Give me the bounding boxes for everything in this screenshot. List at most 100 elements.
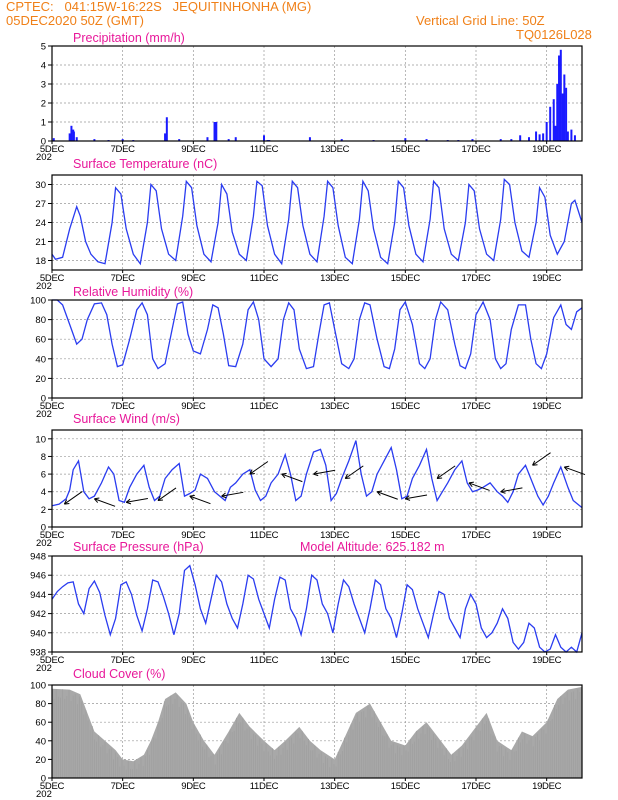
precip-bar <box>70 125 73 141</box>
panel-title: Surface Wind (m/s) <box>73 412 180 426</box>
precip-bar <box>535 131 538 141</box>
wind-arrow-head <box>468 482 473 487</box>
x-tick-label: 17DEC <box>461 530 491 541</box>
wind-arrow <box>344 465 364 479</box>
precip-bar <box>554 125 557 141</box>
y-tick-label: 100 <box>30 296 46 307</box>
precip-bar <box>471 139 474 141</box>
precip-bar <box>425 139 428 141</box>
precip-bar <box>563 74 566 141</box>
y-tick-label: 2 <box>41 505 46 516</box>
precip-bar <box>206 137 209 141</box>
precip-bar <box>545 122 548 141</box>
wind-arrow-head <box>345 477 351 479</box>
wind-arrow <box>221 491 244 497</box>
panel-frame <box>51 174 583 271</box>
x-tick-label: 17DEC <box>461 655 491 666</box>
wind-arrow <box>468 482 490 491</box>
x-tick-label: 5DEC <box>40 530 65 541</box>
y-tick-label: 24 <box>35 218 46 229</box>
y-tick-label: 20 <box>35 755 46 766</box>
wind-arrow <box>405 494 428 500</box>
precip-bar <box>558 55 561 141</box>
year-label: 202 <box>36 538 52 549</box>
panel-title: Precipitation (mm/h) <box>73 31 185 45</box>
year-label: 202 <box>36 663 52 674</box>
precip-bar <box>234 137 237 141</box>
x-tick-label: 9DEC <box>181 530 206 541</box>
wind-arrow-head <box>94 497 100 500</box>
panel-title: Surface Pressure (hPa) <box>73 540 204 554</box>
wind-arrow <box>126 497 148 503</box>
x-tick-label: 17DEC <box>461 401 491 412</box>
wind-arrow <box>189 495 211 505</box>
precip-bar <box>75 137 78 141</box>
x-tick-label: 15DEC <box>391 401 421 412</box>
x-tick-label: 15DEC <box>391 273 421 284</box>
wind-arrow <box>157 487 177 501</box>
panel-frame <box>51 45 583 142</box>
precip-bar <box>542 133 545 141</box>
wind-arrow-head <box>405 498 411 501</box>
precip-bar <box>404 138 407 141</box>
series-line <box>51 564 583 654</box>
panel-title: Surface Temperature (nC) <box>73 157 217 171</box>
precip-bar <box>570 129 573 141</box>
x-tick-label: 9DEC <box>181 273 206 284</box>
header-line2-right: Vertical Grid Line: 50Z <box>416 13 545 28</box>
wind-arrow <box>281 473 303 483</box>
y-tick-label: 3 <box>41 80 46 91</box>
wind-arrow-head <box>532 464 538 466</box>
x-tick-label: 5DEC <box>40 401 65 412</box>
x-tick-label: 11DEC <box>250 273 279 284</box>
wind-arrow-head <box>64 503 70 505</box>
wind-arrow-head <box>564 465 570 468</box>
y-tick-label: 27 <box>35 199 46 210</box>
wind-arrow <box>376 491 398 500</box>
x-tick-label: 13DEC <box>320 530 350 541</box>
year-label: 202 <box>36 789 52 800</box>
y-tick-label: 6 <box>41 470 46 481</box>
wind-arrow-head <box>405 495 410 500</box>
wind-arrow <box>500 487 523 493</box>
wind-arrow-head <box>344 473 348 479</box>
wind-arrow-head <box>189 494 195 497</box>
wind-arrow <box>532 452 551 466</box>
precip-bar <box>559 49 562 141</box>
y-tick-label: 60 <box>35 335 46 346</box>
cloud-area <box>52 686 582 778</box>
wind-arrow <box>436 465 456 479</box>
wind-arrow-head <box>157 499 164 502</box>
x-tick-label: 5DEC <box>40 655 65 666</box>
x-tick-label: 13DEC <box>320 655 350 666</box>
x-tick-label: 7DEC <box>111 655 136 666</box>
wind-arrow-head <box>436 473 440 479</box>
y-tick-label: 0 <box>41 523 46 534</box>
precip-bar <box>566 131 569 141</box>
wind-arrow-head <box>500 491 506 494</box>
x-tick-label: 19DEC <box>532 273 562 284</box>
wind-arrow-head <box>189 495 194 501</box>
x-tick-label: 5DEC <box>40 781 65 792</box>
precip-bar <box>340 139 343 141</box>
precip-bar <box>68 133 71 141</box>
y-tick-label: 100 <box>30 681 46 692</box>
precip-bar <box>213 122 216 141</box>
y-tick-label: 40 <box>35 354 46 365</box>
y-tick-label: 940 <box>30 628 46 639</box>
precip-bar <box>72 131 75 141</box>
y-tick-label: 0 <box>41 137 46 148</box>
series-line <box>51 177 583 266</box>
year-label: 202 <box>36 409 52 420</box>
x-tick-label: 15DEC <box>391 530 421 541</box>
header-line1: CPTEC: 041:15W-16:22S JEQUITINHONHA (MG) <box>6 0 312 14</box>
wind-arrow-head <box>126 501 132 505</box>
x-tick-label: 11DEC <box>250 530 279 541</box>
panel-frame <box>51 684 583 779</box>
wind-arrow-head <box>249 473 255 475</box>
wind-arrow-head <box>221 492 226 497</box>
y-tick-label: 5 <box>41 42 46 53</box>
wind-arrow-head <box>249 469 253 475</box>
y-tick-label: 2 <box>41 99 46 110</box>
wind-arrow-head <box>313 470 318 475</box>
